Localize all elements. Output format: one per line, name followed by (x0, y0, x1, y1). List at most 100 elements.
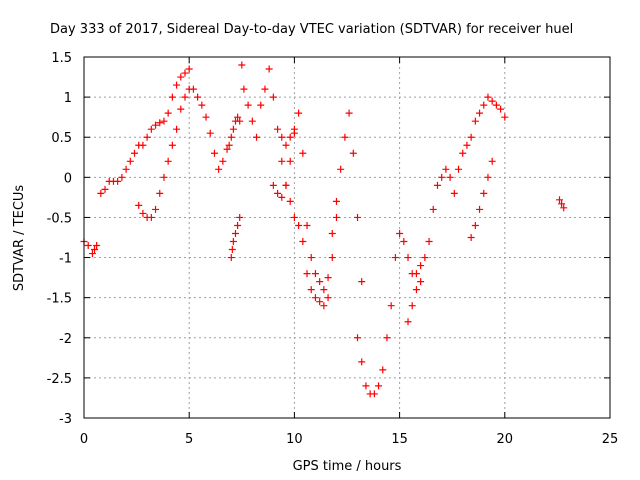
data-point (227, 254, 235, 262)
series-s4 (227, 213, 244, 262)
data-point (173, 125, 181, 133)
data-point (484, 93, 492, 101)
y-axis-label: SDTVAR / TECUs (12, 185, 27, 292)
chart-title: Day 333 of 2017, Sidereal Day-to-day VTE… (50, 22, 573, 37)
data-point (244, 101, 252, 109)
series-s3 (135, 85, 231, 221)
data-point (160, 117, 168, 125)
data-point (274, 189, 282, 197)
data-point (354, 334, 362, 342)
data-point (234, 221, 242, 229)
data-point (286, 133, 294, 141)
data-point (299, 149, 307, 157)
data-point (282, 141, 290, 149)
data-point (316, 298, 324, 306)
y-tick-label: 0.5 (51, 131, 72, 146)
data-point (387, 302, 395, 310)
y-tick-label: -1 (59, 252, 72, 267)
data-point (400, 238, 408, 246)
data-point (311, 294, 319, 302)
data-point (290, 213, 298, 221)
data-point (147, 213, 155, 221)
y-tick-label: -1.5 (47, 292, 72, 307)
data-point (442, 165, 450, 173)
data-point (269, 93, 277, 101)
data-point (152, 121, 160, 129)
series-s2 (97, 65, 193, 197)
series-s9 (354, 229, 425, 398)
data-point (324, 294, 332, 302)
data-point (328, 229, 336, 237)
data-point (320, 302, 328, 310)
data-point (122, 165, 130, 173)
data-point (265, 65, 273, 73)
data-point (164, 157, 172, 165)
data-point (229, 125, 237, 133)
data-point (488, 157, 496, 165)
data-point (303, 221, 311, 229)
data-point (185, 65, 193, 73)
data-point (118, 173, 126, 181)
data-point (463, 141, 471, 149)
data-point (488, 97, 496, 105)
data-point (556, 196, 564, 204)
data-point (223, 145, 231, 153)
data-point (332, 213, 340, 221)
data-point (139, 141, 147, 149)
data-point (274, 125, 282, 133)
data-point (404, 318, 412, 326)
data-point (126, 157, 134, 165)
data-point (379, 366, 387, 374)
data-point (492, 101, 500, 109)
data-point (429, 205, 437, 213)
data-point (286, 197, 294, 205)
data-point (396, 229, 404, 237)
data-point (290, 125, 298, 133)
series-s10 (404, 93, 509, 326)
data-point (446, 173, 454, 181)
data-point (143, 133, 151, 141)
data-point (228, 246, 236, 254)
data-point (467, 234, 475, 241)
data-point (189, 85, 197, 93)
data-point (358, 278, 366, 286)
data-point (425, 238, 433, 246)
data-point (467, 133, 475, 141)
data-point (130, 149, 138, 157)
y-tick-label: -2.5 (47, 372, 72, 387)
data-point (168, 93, 176, 101)
data-point (225, 141, 233, 149)
x-tick-label: 10 (286, 432, 303, 447)
data-points (80, 61, 568, 398)
x-tick-label: 20 (497, 432, 514, 447)
data-point (324, 274, 332, 282)
x-tick-label: 15 (391, 432, 408, 447)
data-point (316, 278, 324, 286)
data-point (295, 221, 303, 229)
data-point (168, 141, 176, 149)
data-point (156, 119, 164, 127)
data-point (139, 209, 147, 217)
series-s7 (269, 109, 340, 294)
data-point (370, 390, 378, 398)
data-point (417, 278, 425, 286)
data-point (417, 262, 425, 270)
data-point (295, 109, 303, 117)
data-point (135, 201, 143, 209)
data-point (433, 181, 441, 189)
y-tick-label: 1 (64, 91, 72, 106)
x-tick-label: 25 (602, 432, 619, 447)
x-axis-label: GPS time / hours (293, 459, 402, 474)
y-tick-label: -0.5 (47, 211, 72, 226)
data-point (210, 149, 218, 157)
y-tick-label: 1.5 (51, 51, 72, 66)
data-point (240, 85, 248, 93)
data-point (219, 157, 227, 165)
data-point (84, 242, 92, 250)
data-point (177, 73, 185, 81)
data-point (358, 358, 366, 366)
data-point (88, 250, 96, 258)
series-s6 (238, 61, 298, 149)
data-point (238, 61, 246, 69)
